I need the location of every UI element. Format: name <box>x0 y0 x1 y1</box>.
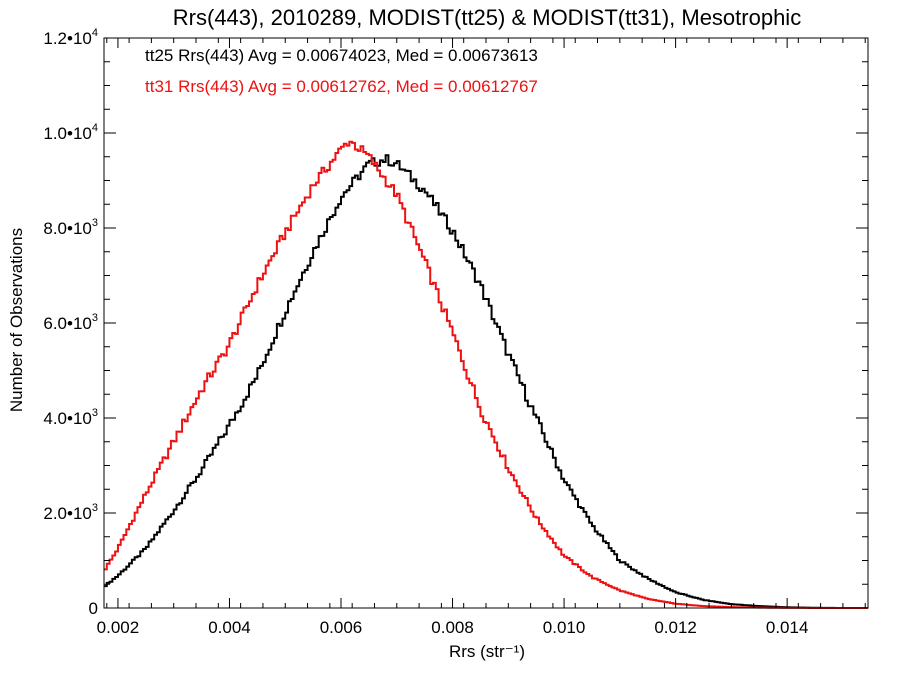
y-axis-label: Number of Observations <box>7 228 26 412</box>
x-tick-label: 0.006 <box>320 618 363 637</box>
plot-frame <box>103 37 869 609</box>
x-tick-label: 0.012 <box>654 618 697 637</box>
y-tick-exponent: 3 <box>92 407 98 419</box>
y-tick-mantissa: 1.0•10 <box>43 124 92 143</box>
x-tick-label: 0.010 <box>543 618 586 637</box>
y-tick-label: 8.0•103 <box>43 217 98 238</box>
y-tick-mantissa: 6.0•10 <box>43 314 92 333</box>
y-tick-exponent: 3 <box>92 217 98 229</box>
y-tick-exponent: 4 <box>92 122 98 134</box>
x-tick-label: 0.014 <box>766 618 809 637</box>
series-line-tt31 <box>104 140 868 609</box>
x-tick-label: 0.004 <box>208 618 251 637</box>
y-tick-mantissa: 8.0•10 <box>43 219 92 238</box>
plot-area: 0.002 0.004 0.006 0.008 0.010 0.012 0.014 0 2.0•… <box>43 27 869 637</box>
legend-entry-tt25: tt25 Rrs(443) Avg = 0.00674023, Med = 0.… <box>145 46 538 65</box>
x-tick-label: 0.002 <box>97 618 140 637</box>
y-tick-label: 4.0•103 <box>43 407 98 428</box>
y-tick-mantissa: 1.2•10 <box>43 29 92 48</box>
legend-entry-tt31: tt31 Rrs(443) Avg = 0.00612762, Med = 0.… <box>145 77 538 96</box>
y-tick-label: 0 <box>89 599 98 618</box>
y-tick-label: 6.0•103 <box>43 312 98 333</box>
y-tick-mantissa: 4.0•10 <box>43 409 92 428</box>
series-line-tt25 <box>104 154 868 609</box>
x-axis-label: Rrs (str⁻¹) <box>449 642 525 661</box>
y-tick-exponent: 3 <box>92 502 98 514</box>
y-tick-exponent: 3 <box>92 312 98 324</box>
chart-title: Rrs(443), 2010289, MODIST(tt25) & MODIST… <box>173 5 801 30</box>
y-tick-label: 1.2•104 <box>43 27 98 48</box>
x-tick-label: 0.008 <box>431 618 474 637</box>
y-tick-exponent: 4 <box>92 27 98 39</box>
y-tick-label: 1.0•104 <box>43 122 98 143</box>
y-tick-mantissa: 2.0•10 <box>43 504 92 523</box>
y-tick-label: 2.0•103 <box>43 502 98 523</box>
